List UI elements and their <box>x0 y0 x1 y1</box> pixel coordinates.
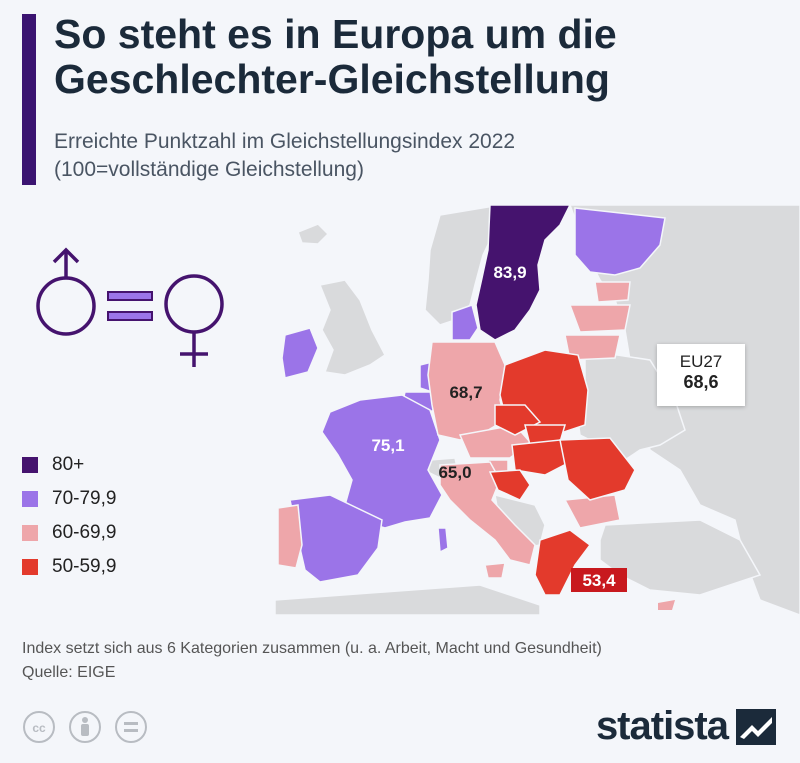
footnote-note: Index setzt sich aus 6 Kategorien zusamm… <box>22 640 602 657</box>
label-germany: 68,7 <box>449 383 482 402</box>
region-greece <box>534 529 592 596</box>
region-hungary <box>511 439 571 476</box>
region-lithuania <box>564 334 621 361</box>
svg-text:cc: cc <box>32 721 46 735</box>
legend-swatch <box>22 559 38 575</box>
region-denmark <box>451 304 479 341</box>
legend: 80+ 70-79,9 60-69,9 50-59,9 <box>22 448 116 584</box>
legend-swatch <box>22 457 38 473</box>
label-sweden: 83,9 <box>493 263 526 282</box>
label-italy: 65,0 <box>438 463 471 482</box>
eu-average-box: EU27 68,6 <box>657 344 745 406</box>
region-north-africa <box>274 584 541 615</box>
legend-label: 60-69,9 <box>52 522 117 543</box>
brand-name: statista <box>595 704 729 748</box>
legend-item: 70-79,9 <box>22 482 116 516</box>
license-icons: cc <box>22 710 148 744</box>
region-ireland <box>281 327 319 379</box>
title-line-2: Geschlechter-Gleichstellung <box>54 56 610 102</box>
legend-label: 50-59,9 <box>52 556 117 577</box>
accent-bar <box>22 14 36 185</box>
legend-item: 50-59,9 <box>22 550 116 584</box>
subtitle-line-2: (100=vollständige Gleichstellung) <box>54 158 364 181</box>
region-estonia <box>594 281 631 303</box>
europe-map: 83,9 68,7 75,1 65,0 53,4 <box>0 200 800 615</box>
region-iceland <box>297 223 330 245</box>
region-spain <box>289 494 383 583</box>
legend-swatch <box>22 491 38 507</box>
countries-50-59 <box>488 349 636 596</box>
region-romania <box>559 437 636 501</box>
legend-label: 70-79,9 <box>52 488 117 509</box>
subtitle-line-1: Erreichte Punktzahl im Gleichstellungsin… <box>54 130 516 153</box>
label-greece-box <box>571 568 627 592</box>
region-latvia <box>568 304 631 333</box>
subtitle: Erreichte Punktzahl im Gleichstellungsin… <box>54 128 515 184</box>
eu-label: EU27 <box>679 352 723 371</box>
statista-logo-icon <box>736 708 776 745</box>
attribution-icon[interactable] <box>68 710 102 744</box>
region-portugal <box>277 504 303 569</box>
footnote-source: Quelle: EIGE <box>22 664 116 681</box>
region-finland <box>574 207 666 276</box>
cc-icon[interactable]: cc <box>22 710 56 744</box>
region-turkey <box>599 519 762 596</box>
eu-value: 68,6 <box>683 372 719 392</box>
region-cyprus <box>658 600 675 610</box>
footnote: Index setzt sich aus 6 Kategorien zusamm… <box>22 637 602 685</box>
title-line-1: So steht es in Europa um die <box>54 11 617 57</box>
region-uk <box>318 279 386 376</box>
region-france <box>321 394 443 529</box>
region-sweden <box>475 204 572 341</box>
page-title: So steht es in Europa um die Geschlechte… <box>54 12 617 102</box>
equals-icon <box>107 291 153 321</box>
label-greece: 53,4 <box>582 571 616 590</box>
no-derivatives-icon[interactable] <box>114 710 148 744</box>
legend-swatch <box>22 525 38 541</box>
region-sicily <box>484 562 506 579</box>
label-france: 75,1 <box>371 436 404 455</box>
region-sardinia <box>437 527 449 554</box>
statista-logo[interactable]: statista <box>596 704 776 749</box>
legend-label: 80+ <box>52 454 85 475</box>
gender-equality-icon <box>36 247 224 367</box>
legend-item: 80+ <box>22 448 116 482</box>
legend-item: 60-69,9 <box>22 516 116 550</box>
region-croatia <box>488 469 531 501</box>
